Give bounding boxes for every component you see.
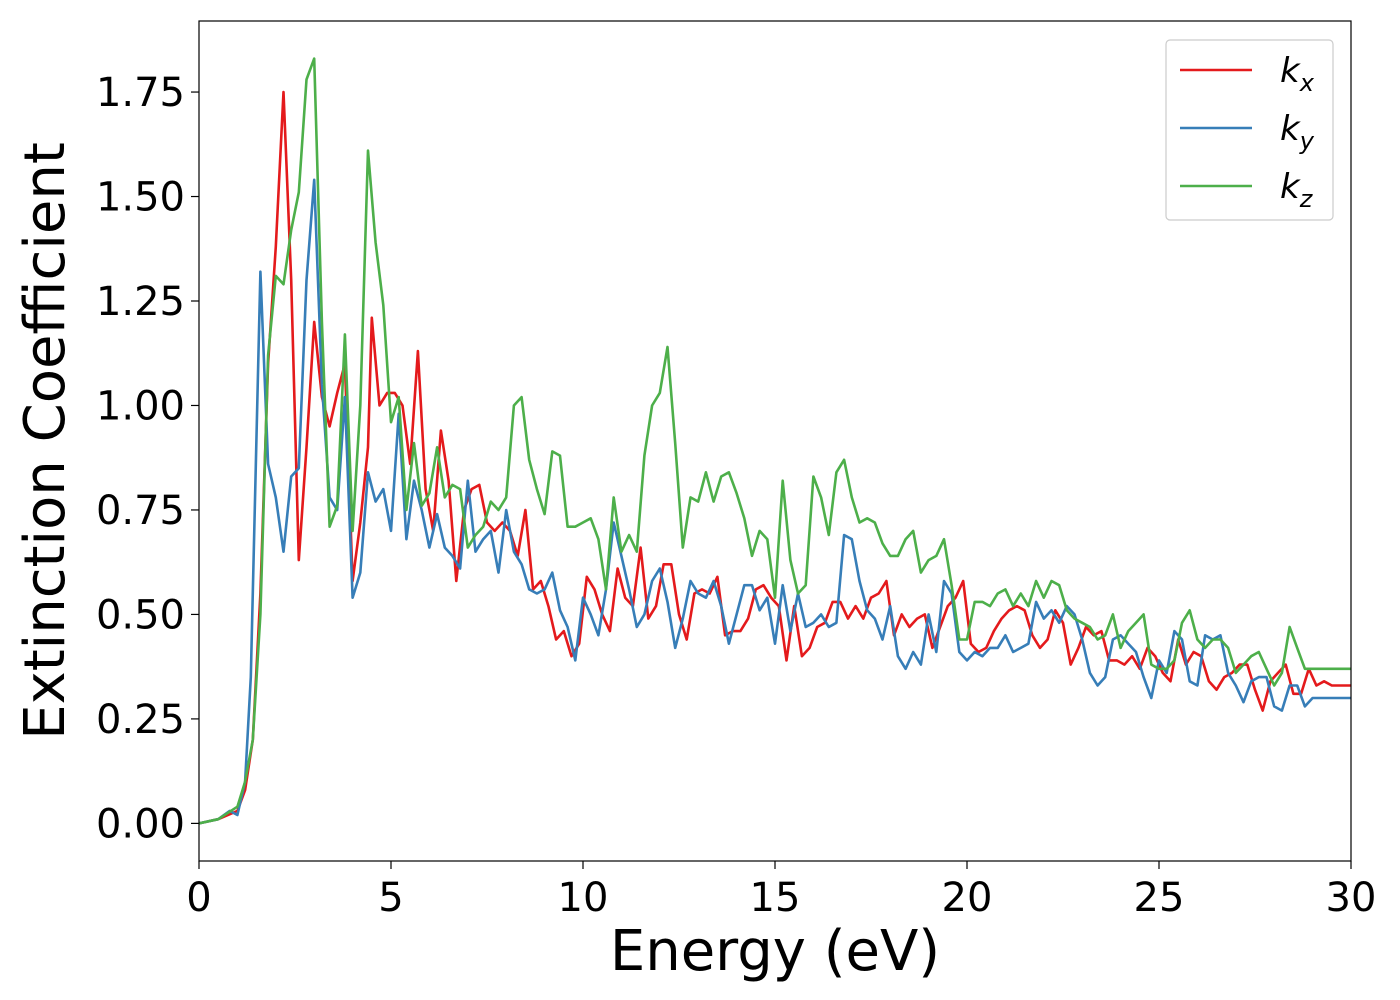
y-axis-title: Extinction Coefficient [13, 142, 78, 740]
x-tick-label: 20 [942, 875, 993, 921]
y-tick-label: 1.50 [96, 175, 185, 221]
x-tick-label: 30 [1326, 875, 1377, 921]
y-tick-label: 1.00 [96, 383, 185, 429]
y-tick-label: 0.75 [96, 488, 185, 534]
x-tick-label: 5 [378, 875, 403, 921]
legend: kx ky kz [1165, 39, 1334, 221]
x-axis-ticks: 0 5 10 15 20 25 30 [186, 861, 1376, 921]
legend-label-kz: kz [1280, 167, 1314, 213]
legend-box [1165, 39, 1334, 221]
x-tick-label: 0 [186, 875, 211, 921]
y-axis-ticks: 0.00 0.25 0.50 0.75 1.00 1.25 1.50 1.75 [96, 70, 199, 847]
x-tick-label: 25 [1134, 875, 1185, 921]
y-tick-label: 1.25 [96, 279, 185, 325]
x-axis-title: Energy (eV) [610, 919, 940, 984]
legend-label-ky: ky [1280, 109, 1315, 155]
y-tick-label: 0.00 [96, 801, 185, 847]
x-tick-label: 10 [558, 875, 609, 921]
x-tick-label: 15 [750, 875, 801, 921]
y-tick-label: 1.75 [96, 70, 185, 116]
y-tick-label: 0.25 [96, 697, 185, 743]
legend-label-kx: kx [1280, 51, 1315, 97]
series-line-kz [198, 57, 1351, 825]
y-tick-label: 0.50 [96, 592, 185, 638]
series-layer [198, 57, 1351, 825]
